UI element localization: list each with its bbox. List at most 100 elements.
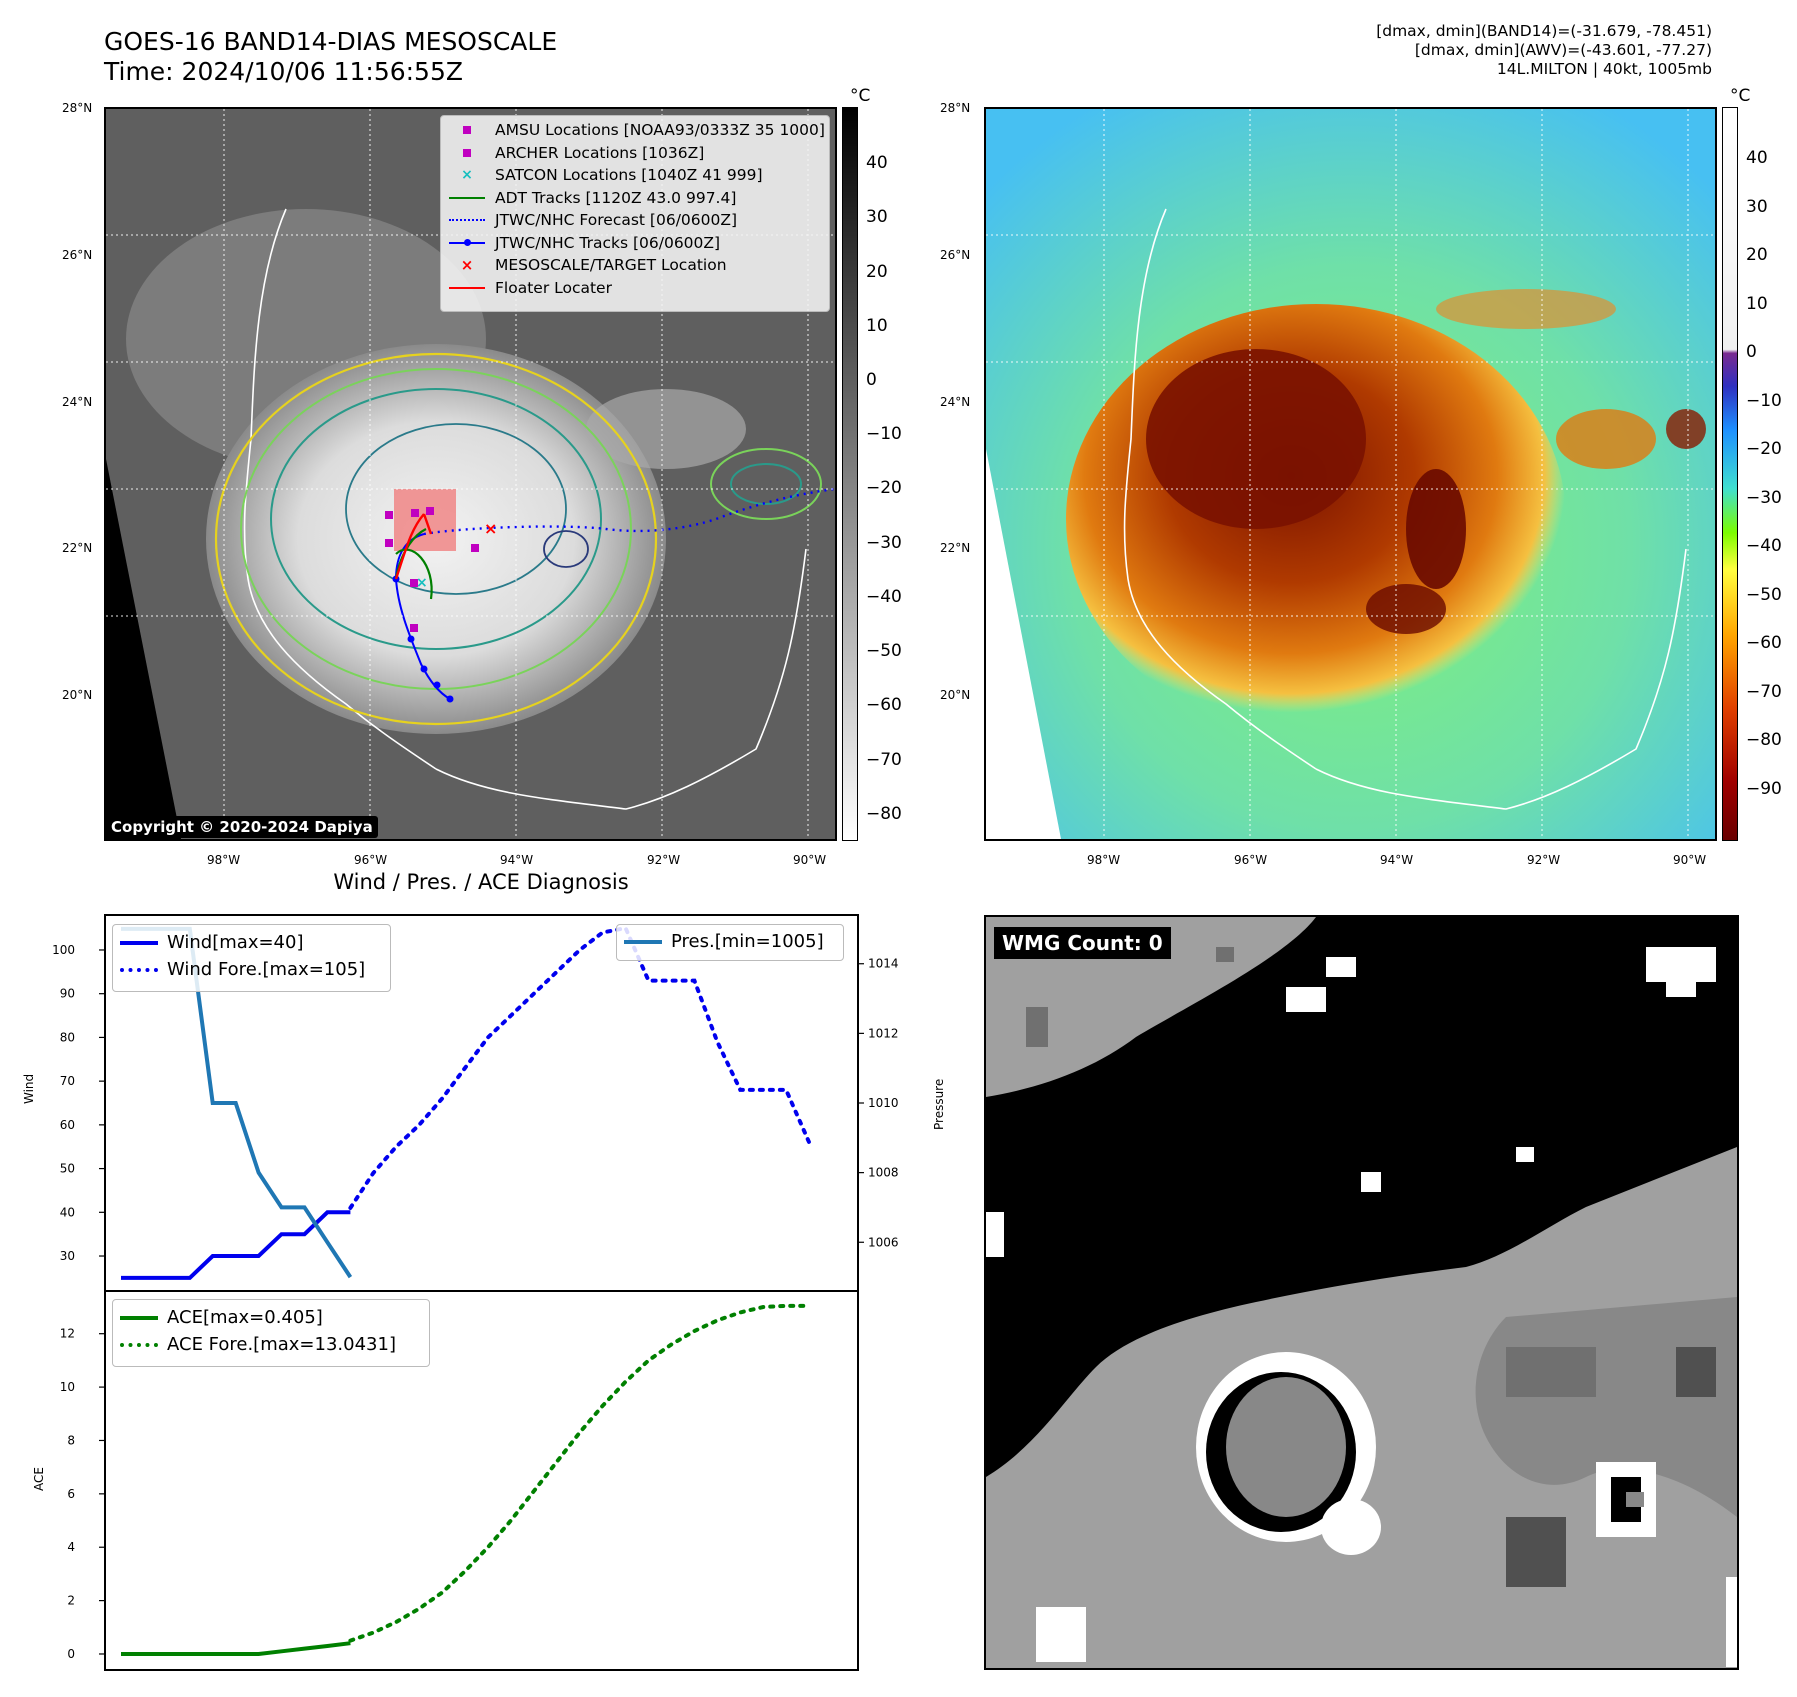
info-line-1: [dmax, dmin](BAND14)=(-31.679, -78.451) (1376, 22, 1712, 40)
awv-lon-label: 92°W (1527, 853, 1561, 867)
pressure-axis-label: Pressure (932, 1078, 946, 1130)
ace-y-tick-label: 6 (67, 1487, 75, 1501)
ir-cb-tick: 40 (866, 153, 888, 173)
blue-dot-line-icon (449, 238, 485, 246)
wind-y-tick-label: 60 (60, 1118, 75, 1132)
red-x-icon: × (460, 256, 474, 275)
wind-y-tick-label: 90 (60, 987, 75, 1001)
pressure-y-tick-label: 1014 (868, 957, 899, 971)
wind-y-tick-label: 80 (60, 1030, 75, 1044)
copyright-label: Copyright © 2020-2024 Dapiya (106, 816, 378, 838)
ir-cb-tick: 0 (866, 370, 877, 390)
wmg-image (986, 917, 1737, 1668)
pressure-y-tick-label: 1008 (868, 1166, 899, 1180)
blue-line-icon (120, 940, 158, 945)
awv-cb-tick: 30 (1746, 197, 1768, 217)
ir-cb-tick: −20 (866, 478, 902, 498)
diagnosis-title: Wind / Pres. / ACE Diagnosis (333, 870, 629, 894)
awv-panel (984, 107, 1717, 841)
awv-lon-label: 94°W (1380, 853, 1414, 867)
awv-cb-tick: −30 (1746, 488, 1782, 508)
pressure-legend: Pres.[min=1005] (616, 924, 844, 961)
ir-lat-label: 22°N (62, 541, 93, 555)
blue-dotted-line-icon (120, 967, 158, 972)
ace-y-tick-label: 2 (67, 1594, 75, 1608)
svg-text:×: × (484, 519, 497, 538)
ir-lon-label: 96°W (354, 853, 388, 867)
svg-text:×: × (416, 575, 428, 591)
ir-colorbar-unit: °C (850, 86, 871, 106)
legend-item-tracks: JTWC/NHC Tracks [06/0600Z] (441, 232, 829, 255)
ir-legend: AMSU Locations [NOAA93/0333Z 35 1000] AR… (440, 115, 830, 312)
ir-cb-tick: 20 (866, 262, 888, 282)
wind-y-tick-label: 30 (60, 1249, 75, 1263)
ir-cb-tick: −50 (866, 641, 902, 661)
ace-y-tick-label: 12 (60, 1327, 75, 1341)
wind-y-tick-label: 70 (60, 1074, 75, 1088)
ace-y-tick-label: 0 (67, 1647, 75, 1661)
pressure-y-tick-label: 1006 (868, 1235, 899, 1249)
ir-cb-tick: −60 (866, 695, 902, 715)
awv-lat-label: 22°N (940, 541, 971, 555)
green-line-icon (449, 196, 485, 199)
legend-item-mesoscale: × MESOSCALE/TARGET Location (460, 256, 727, 275)
awv-lon-label: 98°W (1087, 853, 1121, 867)
awv-image (986, 109, 1715, 839)
info-line-3: 14L.MILTON | 40kt, 1005mb (1496, 60, 1712, 78)
ace-y-tick-label: 4 (67, 1540, 75, 1554)
title-line-2: Time: 2024/10/06 11:56:55Z (104, 57, 463, 86)
ace-legend: ACE[max=0.405] ACE Fore.[max=13.0431] (112, 1299, 430, 1367)
ir-lon-label: 98°W (207, 853, 241, 867)
awv-cb-tick: −50 (1746, 585, 1782, 605)
ir-cb-tick: 30 (866, 207, 888, 227)
green-dotted-line-icon (120, 1342, 158, 1347)
ace-y-tick-label: 10 (60, 1380, 75, 1394)
legend-item-pressure: Pres.[min=1005] (617, 928, 843, 955)
awv-lon-label: 90°W (1673, 853, 1707, 867)
legend-item-floater: Floater Locater (441, 277, 829, 300)
ace-axis-label: ACE (32, 1467, 46, 1491)
awv-cb-tick: 40 (1746, 148, 1768, 168)
awv-lat-label: 24°N (940, 395, 971, 409)
legend-item-ace: ACE[max=0.405] (113, 1304, 429, 1331)
ir-lon-label: 94°W (500, 853, 534, 867)
awv-cb-tick: 0 (1746, 342, 1757, 362)
ace-plot-frame (104, 1290, 859, 1671)
title-line-1: GOES-16 BAND14-DIAS MESOSCALE (104, 27, 558, 56)
legend-item-wind: Wind[max=40] (113, 929, 390, 956)
red-line-icon (449, 286, 485, 289)
ace-line (121, 1641, 351, 1656)
ir-lat-label: 28°N (62, 101, 93, 115)
awv-cb-tick: −70 (1746, 682, 1782, 702)
awv-cb-tick: 20 (1746, 245, 1768, 265)
wmg-panel: WMG Count: 0 (984, 915, 1739, 1670)
ir-cb-tick: 10 (866, 316, 888, 336)
ir-lon-label: 92°W (647, 853, 681, 867)
steelblue-line-icon (624, 939, 662, 944)
magenta-square-icon (463, 148, 471, 157)
ace-plot: 0 2 4 6 8 10 12 (60, 1290, 859, 1671)
ir-cb-tick: −40 (866, 587, 902, 607)
ace-forecast-line (348, 1303, 812, 1643)
cyan-x-icon: × (461, 167, 473, 184)
ace-y-tick-label: 8 (67, 1433, 75, 1447)
pressure-y-tick-label: 1012 (868, 1026, 899, 1040)
pressure-y-tick-label: 1010 (868, 1096, 899, 1110)
wind-y-tick-label: 40 (60, 1205, 75, 1219)
ir-lat-label: 26°N (62, 248, 93, 262)
info-line-2: [dmax, dmin](AWV)=(-43.601, -77.27) (1414, 41, 1712, 59)
awv-cb-tick: −20 (1746, 439, 1782, 459)
awv-cb-tick: −80 (1746, 730, 1782, 750)
wind-axis-label: Wind (22, 1073, 36, 1104)
ir-satellite-panel: × × AMSU Locations [NOAA93/0333Z 35 1000… (104, 107, 837, 841)
legend-item-archer: ARCHER Locations [1036Z] (441, 142, 829, 165)
wind-forecast-line (348, 925, 812, 1210)
magenta-square-icon (463, 126, 471, 135)
awv-colorbar-unit: °C (1730, 86, 1751, 106)
wmg-count-label: WMG Count: 0 (994, 927, 1171, 959)
wind-line (121, 1210, 351, 1280)
legend-item-wind-forecast: Wind Fore.[max=105] (113, 956, 390, 983)
ir-lon-label: 90°W (793, 853, 827, 867)
blue-dotted-line-icon (449, 219, 485, 222)
